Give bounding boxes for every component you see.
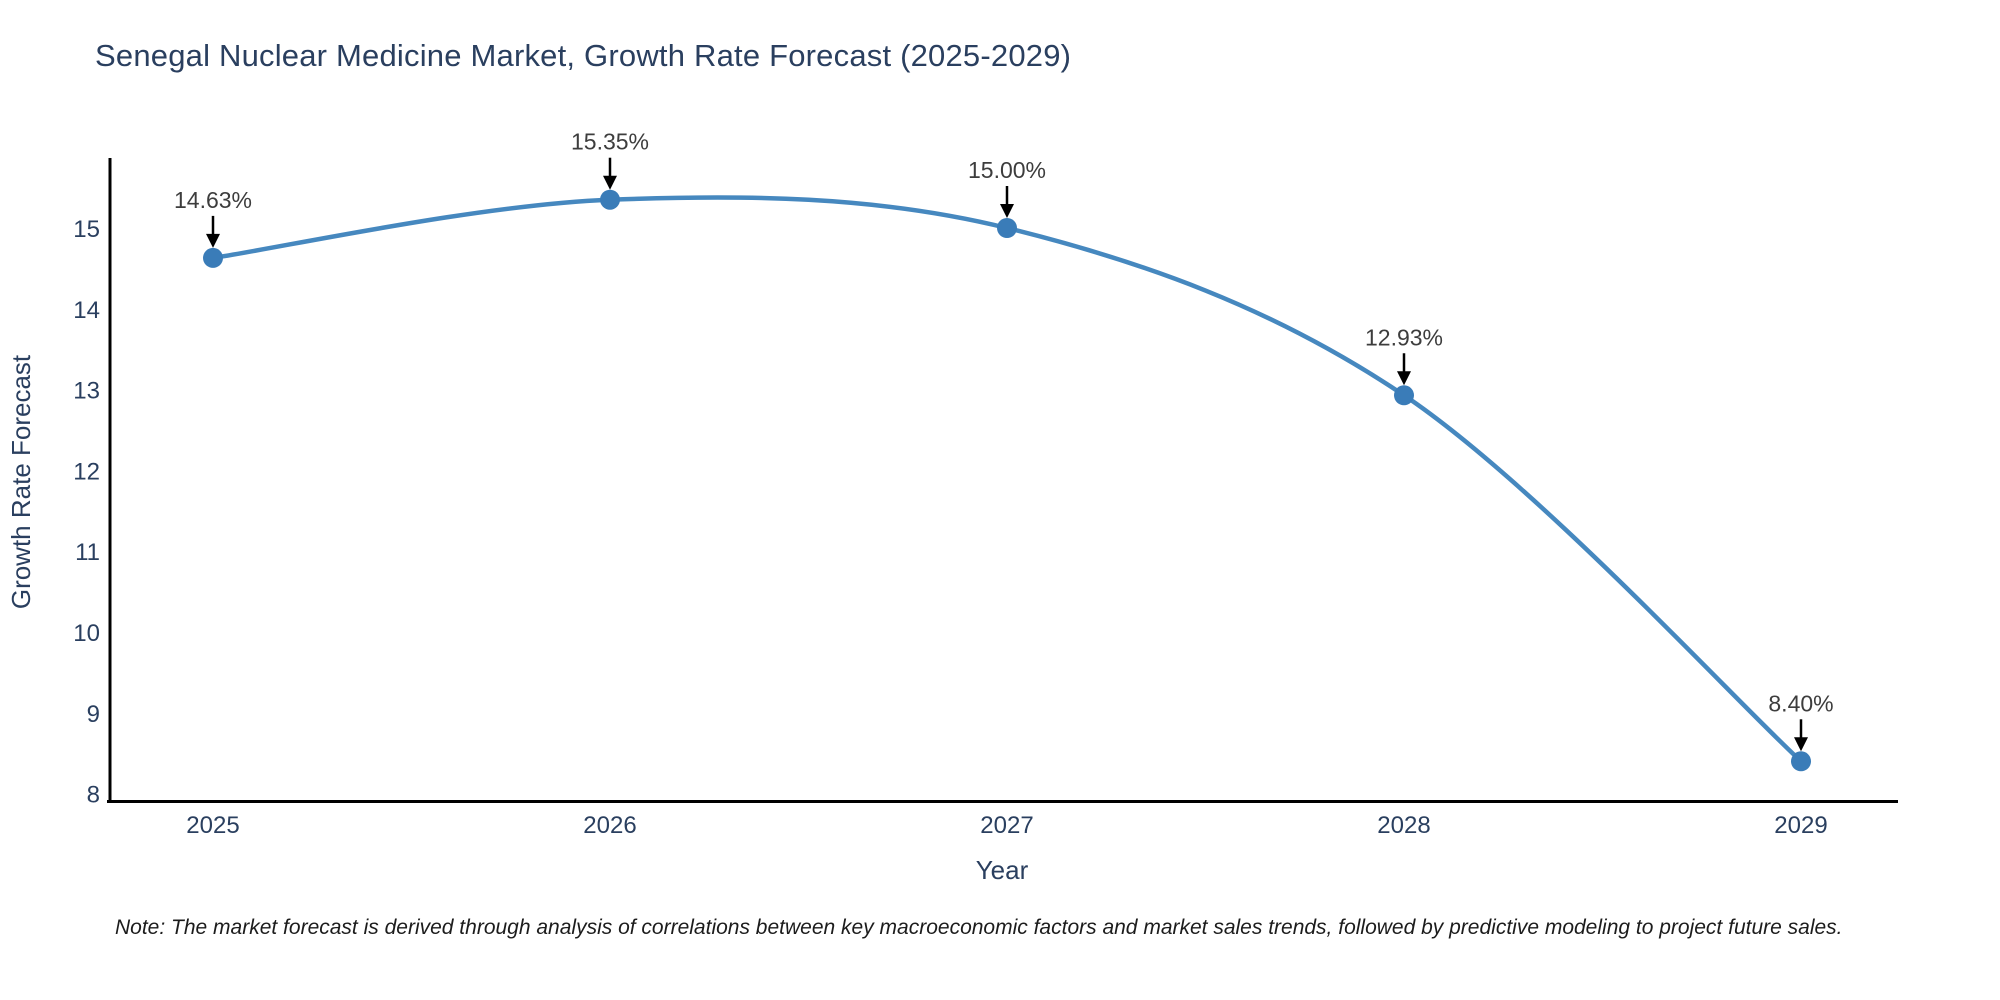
point-value-label: 15.35% (571, 129, 649, 155)
data-point-2027 (997, 218, 1017, 238)
x-tick-label: 2026 (583, 812, 636, 839)
x-tick-label: 2027 (980, 812, 1033, 839)
annotation-arrowhead (206, 233, 220, 248)
annotation-arrowhead (1000, 204, 1014, 218)
annotation-arrowhead (603, 175, 617, 190)
y-tick-label: 10 (73, 620, 100, 647)
data-point-2025 (203, 247, 223, 268)
point-value-label: 12.93% (1365, 324, 1443, 350)
x-tick-label: 2028 (1377, 812, 1430, 839)
y-tick-label: 15 (73, 216, 100, 243)
x-tick-label: 2025 (186, 812, 239, 839)
data-point-2029 (1791, 751, 1811, 772)
forecast-line (210, 195, 1804, 764)
y-axis-title: Growth Rate Forecast (6, 354, 36, 609)
x-tick-label: 2029 (1774, 812, 1827, 839)
point-value-label: 15.00% (968, 157, 1046, 183)
footnote: Note: The market forecast is derived thr… (115, 916, 1843, 939)
y-tick-label: 13 (73, 378, 100, 405)
x-axis-title: Year (976, 855, 1029, 885)
data-point-2026 (600, 189, 620, 210)
y-tick-label: 11 (75, 539, 100, 566)
point-value-label: 8.40% (1768, 690, 1833, 716)
annotation-arrowhead (1794, 737, 1808, 752)
y-tick-label: 14 (73, 297, 100, 324)
point-value-label: 14.63% (174, 187, 252, 213)
data-point-2028 (1394, 385, 1414, 406)
annotation-arrowhead (1397, 371, 1411, 386)
y-tick-label: 8 (87, 782, 100, 809)
chart-title: Senegal Nuclear Medicine Market, Growth … (95, 38, 1072, 73)
y-tick-label: 9 (87, 701, 100, 728)
y-tick-label: 12 (73, 458, 100, 485)
